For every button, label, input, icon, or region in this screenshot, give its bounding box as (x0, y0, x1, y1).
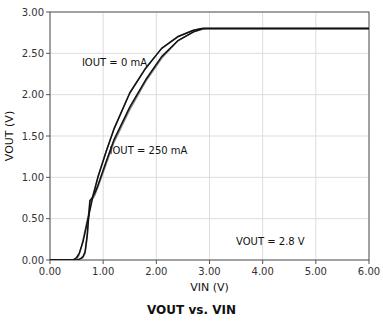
tick-x (369, 260, 370, 264)
tick-label-y: 1.00 (22, 172, 44, 183)
tick-label-x: 0.00 (39, 266, 61, 277)
x-axis-label: VIN (V) (190, 281, 229, 294)
tick-y (46, 260, 50, 261)
tick-y (46, 218, 50, 219)
tick-y (46, 94, 50, 95)
tick-x (50, 260, 51, 264)
series-line (50, 29, 369, 260)
tick-label-y: 1.50 (22, 131, 44, 142)
tick-label-y: 2.00 (22, 89, 44, 100)
tick-label-y: 0.50 (22, 213, 44, 224)
annotation: IOUT = 0 mA (82, 57, 147, 68)
tick-label-y: 0.00 (22, 255, 44, 266)
tick-label-x: 5.00 (305, 266, 327, 277)
grid-line-y (50, 218, 369, 219)
series-line (50, 29, 369, 260)
tick-label-y: 3.00 (22, 7, 44, 18)
annotations: IOUT = 0 mA IOUT = 250 mA VOUT = 2.8 V (82, 57, 305, 247)
series-line (50, 29, 369, 260)
axes: 0.00 1.00 2.00 3.00 4.00 5.00 6.00 0.00 0.50 1.00… (22, 7, 380, 278)
tick-y (46, 12, 50, 13)
tick-label-x: 1.00 (92, 266, 114, 277)
lines (50, 29, 369, 260)
tick-label-x: 2.00 (145, 266, 167, 277)
tick-label-x: 4.00 (252, 266, 274, 277)
grid-line-y (50, 136, 369, 137)
tick-y (46, 177, 50, 178)
tick-x (209, 260, 210, 264)
series-line (50, 29, 369, 260)
tick-x (315, 260, 316, 264)
title: VOUT vs. VIN (147, 303, 236, 317)
annotation: IOUT = 250 mA (110, 145, 188, 156)
tick-label-x: 6.00 (358, 266, 380, 277)
grid (50, 12, 369, 260)
tick-label-x: 3.00 (198, 266, 220, 277)
grid-line-y (50, 94, 369, 95)
tick-label-y: 2.50 (22, 48, 44, 59)
tick-y (46, 53, 50, 54)
background (0, 0, 383, 324)
grid-line-y (50, 53, 369, 54)
tick-x (262, 260, 263, 264)
tick-x (103, 260, 104, 264)
tick-y (46, 136, 50, 137)
plot-frame (50, 12, 369, 260)
y-axis-label: VOUT (V) (3, 111, 16, 161)
annotation: VOUT = 2.8 V (236, 236, 305, 247)
tick-x (156, 260, 157, 264)
chart: 0.00 1.00 2.00 3.00 4.00 5.00 6.00 0.00 0.50 1.00… (0, 0, 383, 324)
